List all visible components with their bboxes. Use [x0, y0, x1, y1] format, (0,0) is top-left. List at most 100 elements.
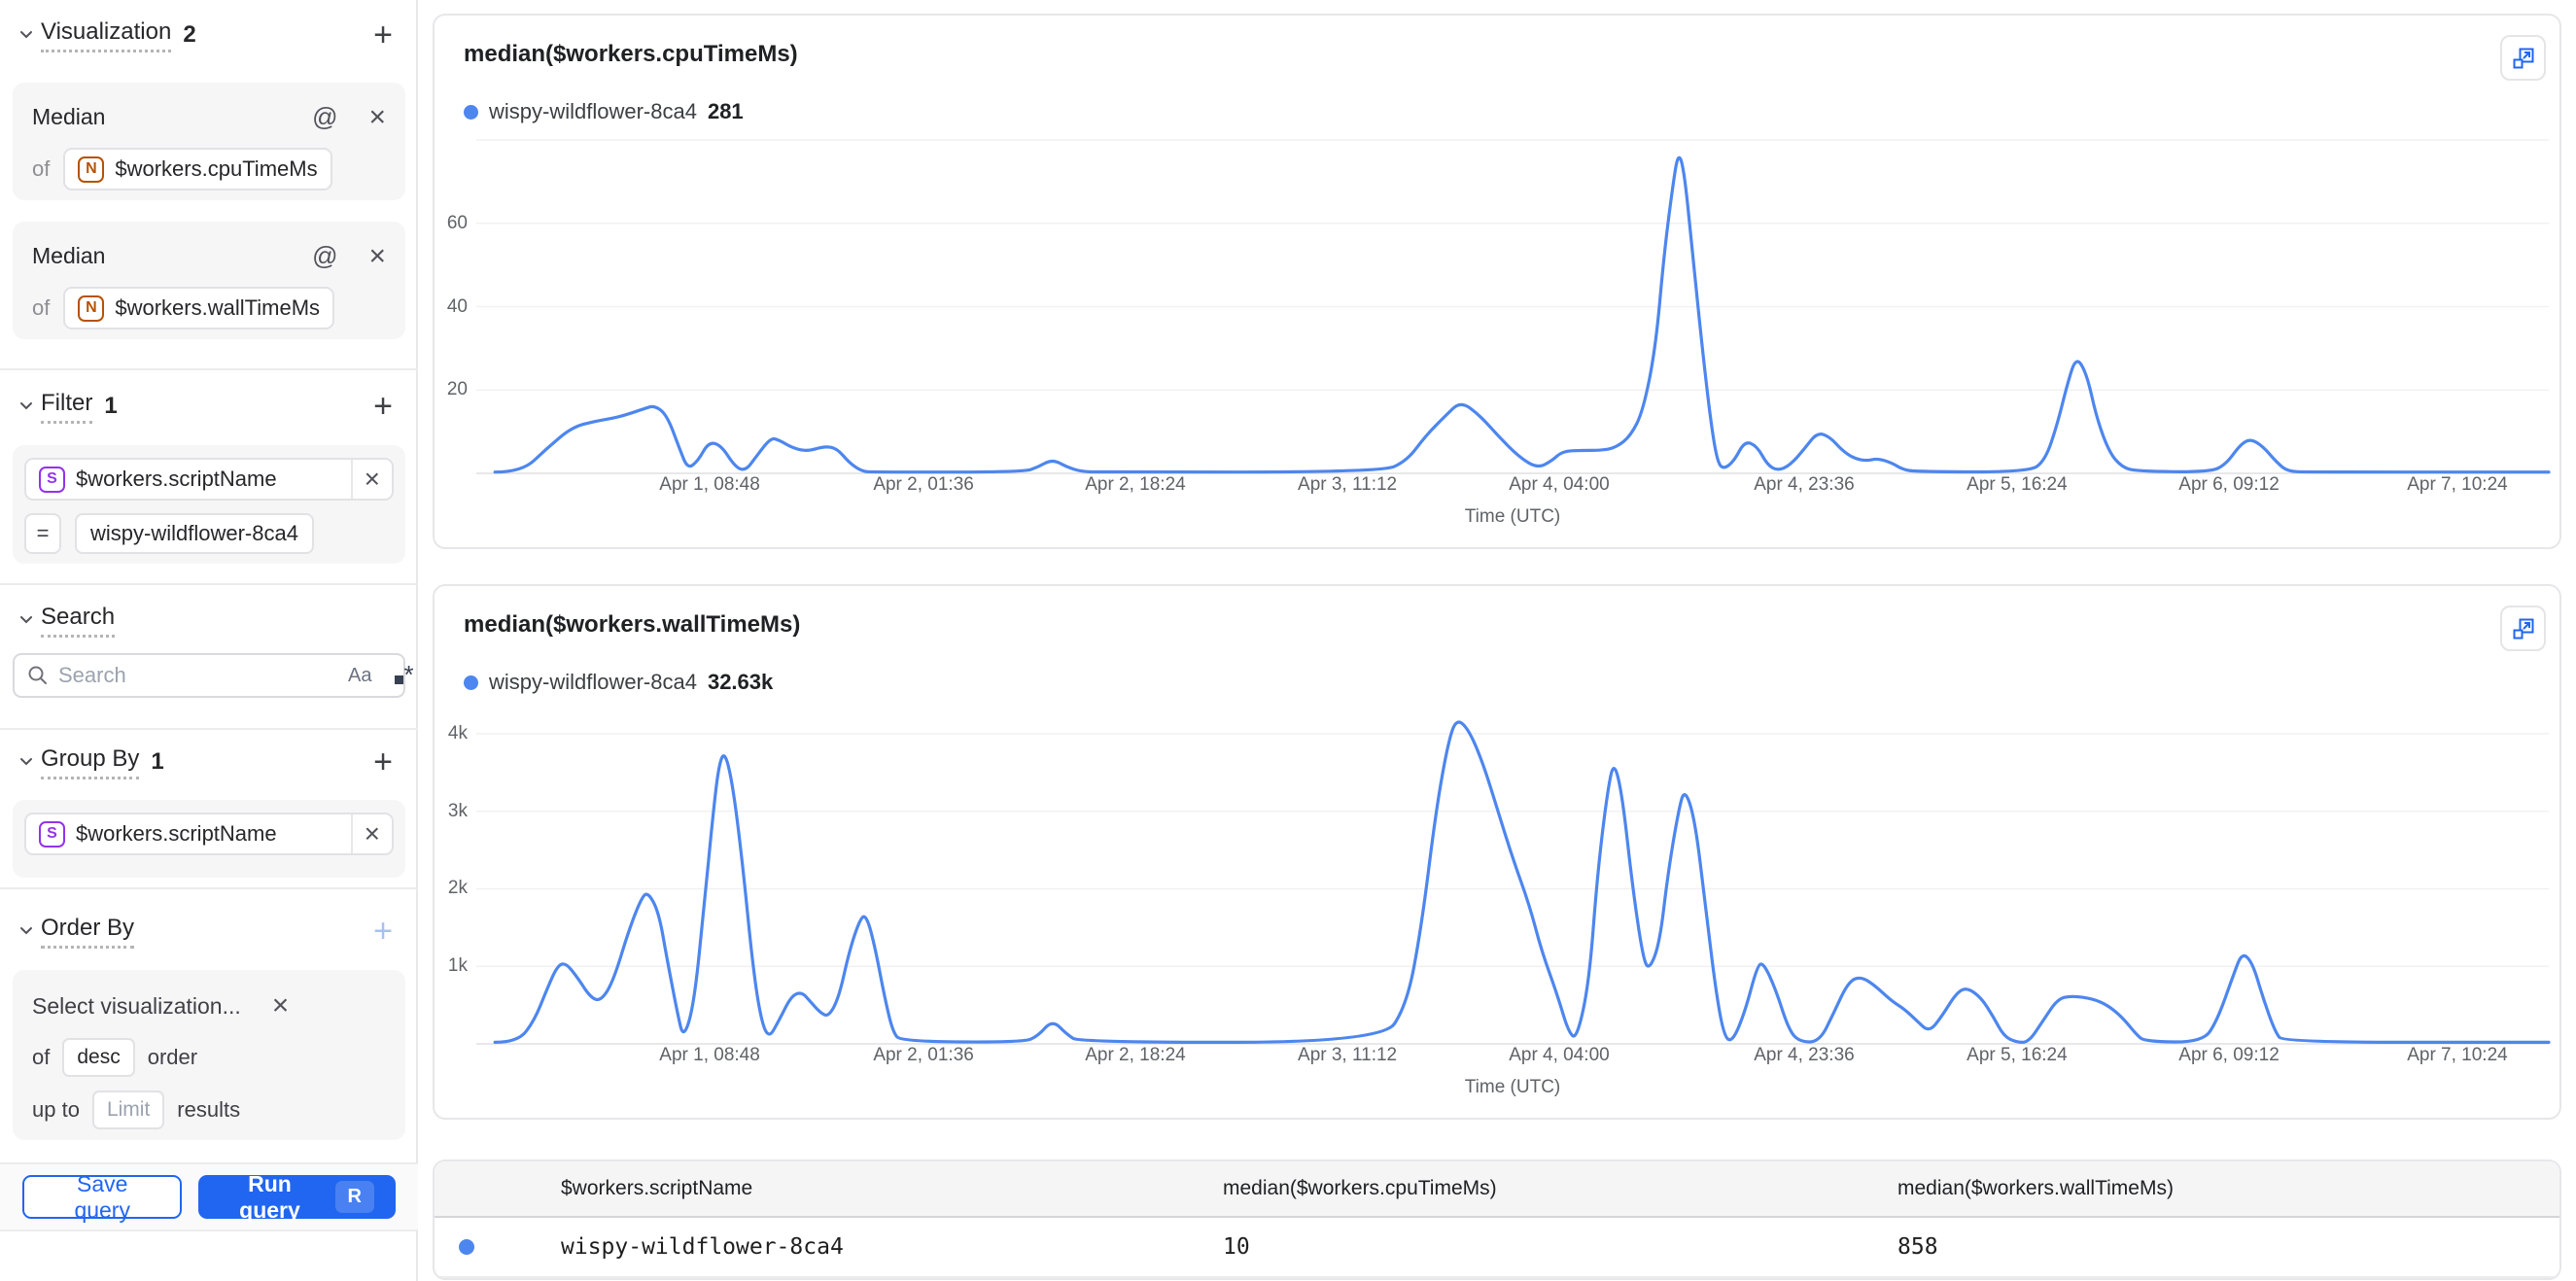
remove-order-by-icon[interactable]: ×	[271, 989, 290, 1021]
expand-chart-button[interactable]	[2500, 35, 2546, 81]
x-axis-tick-label: Apr 1, 08:48	[659, 1045, 760, 1065]
x-axis-tick-label: Apr 4, 23:36	[1754, 1045, 1855, 1065]
cell-wall-time: 858	[1897, 1234, 1938, 1260]
table-row[interactable]: wispy-wildflower-8ca4 10 858	[435, 1218, 2559, 1278]
limit-input[interactable]: Limit	[91, 1091, 165, 1129]
search-input[interactable]	[58, 663, 338, 688]
add-filter-button[interactable]: +	[373, 388, 393, 425]
remove-group-by-icon[interactable]: ×	[350, 814, 392, 853]
add-visualization-button[interactable]: +	[373, 17, 393, 53]
x-axis-tick-label: Apr 3, 11:12	[1298, 1045, 1398, 1065]
column-header-script-name[interactable]: $workers.scriptName	[561, 1177, 753, 1199]
run-query-label: Run query	[239, 1170, 300, 1223]
divider	[0, 887, 418, 889]
group-by-section-title: Group By	[41, 745, 140, 779]
visualization-section-title: Visualization	[41, 18, 172, 52]
numeric-type-icon: N	[78, 294, 105, 322]
x-axis-tick-label: Apr 2, 18:24	[1085, 474, 1186, 495]
series-line[interactable]	[493, 720, 2551, 1044]
remove-visualization-icon[interactable]: ×	[368, 100, 386, 133]
series-value: 32.63k	[707, 670, 774, 694]
chart-title: median($workers.wallTimeMs)	[464, 611, 801, 638]
up-to-label: up to	[32, 1097, 80, 1122]
expand-chart-icon	[2513, 618, 2533, 639]
filter-field-select[interactable]: S $workers.scriptName ×	[24, 458, 394, 501]
query-builder-sidebar: Visualization 2 + Median @ × of N $worke…	[0, 0, 418, 1281]
group-by-section-header: Group By 1 +	[0, 743, 418, 781]
search-section-title: Search	[41, 604, 116, 638]
chevron-down-icon[interactable]	[16, 920, 37, 942]
remove-filter-icon[interactable]: ×	[350, 460, 392, 499]
x-axis-tick-label: Apr 7, 10:24	[2407, 474, 2508, 495]
x-axis-tick-label: Apr 2, 01:36	[873, 1045, 974, 1065]
results-label: results	[177, 1097, 241, 1122]
search-box: Aa *	[13, 653, 414, 698]
y-axis-tick-label: 40	[446, 295, 468, 317]
chevron-down-icon[interactable]	[16, 751, 37, 773]
series-value: 281	[707, 99, 744, 123]
string-type-icon: S	[39, 820, 65, 848]
cell-cpu-time: 10	[1223, 1234, 1250, 1260]
series-dot-icon	[464, 104, 478, 120]
regex-icon[interactable]: *	[395, 662, 414, 688]
remove-visualization-icon[interactable]: ×	[368, 239, 386, 272]
run-query-button[interactable]: Run query R	[198, 1171, 396, 1223]
group-by-card: S $workers.scriptName ×	[13, 800, 405, 878]
filter-operator-select[interactable]: =	[24, 513, 61, 554]
chart-legend[interactable]: wispy-wildflower-8ca4 32.63k	[464, 670, 773, 695]
column-header-wall-time[interactable]: median($workers.wallTimeMs)	[1897, 1177, 2174, 1199]
save-query-button[interactable]: Save query	[22, 1171, 183, 1223]
search-section-header: Search	[0, 601, 418, 640]
query-actions-bar: Save query Run query R	[0, 1162, 418, 1231]
filter-value-select[interactable]: wispy-wildflower-8ca4	[75, 513, 314, 554]
filter-section-title: Filter	[41, 390, 93, 424]
divider	[0, 368, 418, 370]
expand-chart-button[interactable]	[2500, 606, 2546, 651]
aggregation-label: Median	[32, 104, 106, 129]
order-word-label: order	[147, 1045, 198, 1069]
of-label: of	[32, 156, 51, 181]
at-icon[interactable]: @	[312, 241, 338, 270]
order-direction-select[interactable]: desc	[62, 1038, 135, 1077]
x-axis-tick-label: Apr 7, 10:24	[2407, 1045, 2508, 1065]
field-select[interactable]: N $workers.cpuTimeMs	[63, 148, 332, 190]
y-axis-tick-label: 3k	[447, 800, 468, 821]
chevron-down-icon[interactable]	[16, 24, 37, 46]
group-by-count: 1	[151, 748, 164, 775]
x-axis-tick-label: Apr 2, 18:24	[1085, 1045, 1186, 1065]
string-type-icon: S	[39, 466, 65, 493]
field-name: $workers.cpuTimeMs	[115, 156, 318, 181]
column-header-cpu-time[interactable]: median($workers.cpuTimeMs)	[1223, 1177, 1497, 1199]
filter-card: S $workers.scriptName × = wispy-wildflow…	[13, 445, 405, 564]
filter-field-name: $workers.scriptName	[76, 467, 277, 491]
add-order-by-button[interactable]: +	[373, 913, 393, 950]
chevron-down-icon[interactable]	[16, 396, 37, 417]
numeric-type-icon: N	[78, 156, 105, 183]
visualization-section-header: Visualization 2 +	[0, 16, 418, 54]
series-line[interactable]	[493, 156, 2551, 474]
visualization-count: 2	[183, 21, 196, 48]
y-axis-tick-label: 20	[446, 379, 468, 400]
of-label: of	[32, 1045, 51, 1069]
x-axis-tick-label: Apr 1, 08:48	[659, 474, 760, 495]
at-icon[interactable]: @	[312, 102, 338, 131]
y-axis-tick-label: 1k	[447, 955, 468, 977]
order-by-visualization-select[interactable]: Select visualization...	[32, 992, 241, 1019]
divider	[0, 728, 418, 730]
series-name: wispy-wildflower-8ca4	[489, 670, 697, 694]
chart-title: median($workers.cpuTimeMs)	[464, 41, 798, 67]
series-dot-icon	[459, 1239, 474, 1255]
group-by-field-select[interactable]: S $workers.scriptName ×	[24, 813, 394, 855]
chart-legend[interactable]: wispy-wildflower-8ca4 281	[464, 99, 744, 124]
series-name: wispy-wildflower-8ca4	[489, 99, 697, 123]
series-dot-icon	[464, 675, 478, 690]
x-axis-title: Time (UTC)	[1464, 506, 1561, 527]
filter-count: 1	[104, 393, 118, 419]
field-select[interactable]: N $workers.wallTimeMs	[63, 287, 335, 329]
add-group-by-button[interactable]: +	[373, 744, 393, 780]
chevron-down-icon[interactable]	[16, 609, 37, 631]
cell-script-name: wispy-wildflower-8ca4	[561, 1234, 844, 1260]
order-by-card: Select visualization... × of desc order …	[13, 970, 405, 1140]
x-axis-tick-label: Apr 6, 09:12	[2178, 1045, 2280, 1065]
match-case-icon[interactable]: Aa	[348, 664, 372, 686]
